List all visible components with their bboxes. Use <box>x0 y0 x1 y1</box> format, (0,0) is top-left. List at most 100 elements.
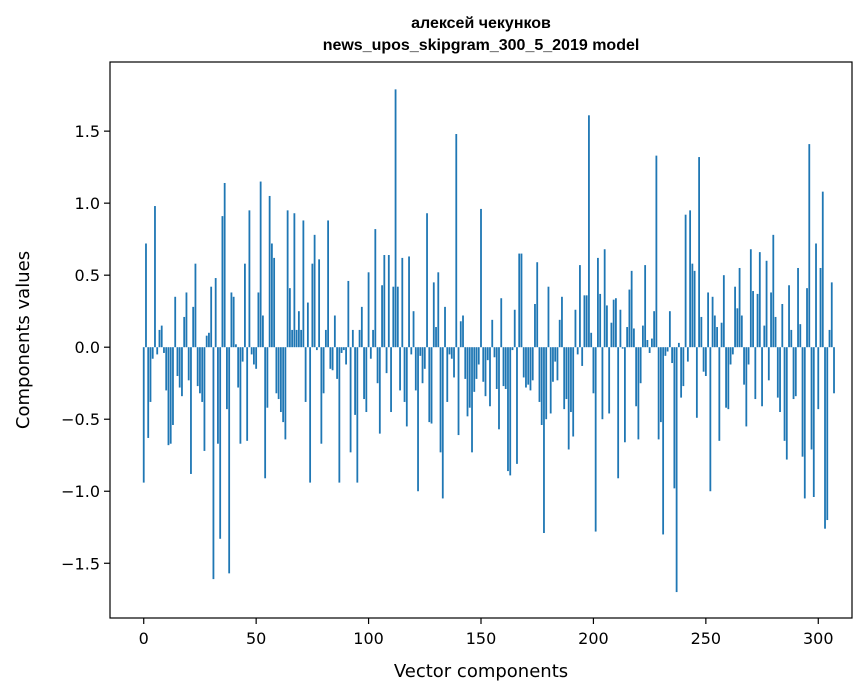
bar <box>801 347 804 457</box>
bar <box>761 347 763 407</box>
bar <box>545 347 548 420</box>
bar <box>572 347 575 437</box>
bar <box>552 347 554 382</box>
bar <box>239 347 242 444</box>
bar <box>736 308 739 348</box>
bar <box>417 347 419 492</box>
bar <box>495 347 498 389</box>
bar <box>659 347 662 423</box>
bar <box>561 296 563 348</box>
bar <box>648 347 651 353</box>
bar <box>585 295 588 348</box>
bar <box>387 255 390 348</box>
bar <box>306 302 309 348</box>
bar <box>318 259 321 348</box>
bar <box>244 263 246 348</box>
bar <box>509 347 512 476</box>
bar <box>718 347 721 441</box>
bar <box>320 347 323 444</box>
bar <box>477 347 480 365</box>
bar <box>491 319 494 348</box>
bar <box>423 347 426 369</box>
bar <box>302 220 305 348</box>
bar <box>284 347 287 440</box>
bar <box>324 329 327 348</box>
bar <box>720 322 723 348</box>
bar <box>356 347 359 483</box>
bar <box>518 253 521 348</box>
bar <box>333 315 336 348</box>
bar <box>376 347 379 384</box>
bar <box>534 303 536 348</box>
bar <box>606 305 608 348</box>
bar <box>295 329 298 348</box>
bar <box>810 347 813 450</box>
bar <box>205 335 208 348</box>
bar <box>214 278 217 348</box>
bar <box>581 347 584 366</box>
bar <box>806 288 808 348</box>
bar <box>558 319 561 348</box>
y-tick-label: 1.5 <box>75 122 100 141</box>
bar <box>830 282 833 348</box>
bar <box>498 347 500 430</box>
bar <box>504 347 507 389</box>
bar <box>731 347 734 355</box>
bar <box>792 347 795 400</box>
bar <box>277 347 280 400</box>
bar <box>468 347 471 408</box>
bar <box>500 298 503 348</box>
plot-area-frame <box>109 61 853 619</box>
bar <box>516 347 518 464</box>
bar <box>704 347 707 377</box>
bar <box>437 272 440 348</box>
bar <box>383 255 386 348</box>
bar <box>812 347 815 497</box>
bar <box>594 347 597 532</box>
bar <box>282 347 285 423</box>
bar <box>288 288 291 348</box>
bar <box>419 347 422 356</box>
bar <box>426 213 428 348</box>
bar <box>313 234 316 348</box>
bar <box>682 347 685 387</box>
bar <box>480 208 482 348</box>
chart-title-line-1: алексей чекунков <box>411 15 551 32</box>
bar <box>567 347 570 450</box>
y-tick-label: −1.0 <box>61 482 100 501</box>
bar <box>187 347 190 381</box>
bar <box>799 324 802 348</box>
bar <box>527 347 530 385</box>
bar <box>615 298 617 348</box>
bar <box>570 347 572 413</box>
bar <box>734 286 736 348</box>
bar <box>612 299 615 348</box>
bar <box>675 347 678 593</box>
y-tick-label: 1.0 <box>75 194 100 213</box>
x-tick-label: 250 <box>691 629 722 648</box>
bar <box>255 347 258 369</box>
bar <box>619 309 622 348</box>
bar <box>628 289 631 348</box>
bar <box>599 293 602 348</box>
bar <box>781 303 784 348</box>
bar <box>223 182 226 348</box>
bar <box>767 347 770 381</box>
bar <box>253 347 255 365</box>
bar <box>309 347 312 483</box>
bar <box>738 267 741 348</box>
bar <box>262 315 264 348</box>
bar <box>270 243 273 348</box>
bar <box>644 265 647 348</box>
bar <box>639 347 642 384</box>
bar <box>432 282 435 348</box>
bar <box>484 347 487 397</box>
bar <box>828 329 831 348</box>
bar <box>522 347 525 378</box>
bar <box>264 347 267 479</box>
bar <box>538 347 541 402</box>
bar <box>342 347 345 351</box>
bar <box>671 347 674 364</box>
bar <box>543 347 545 534</box>
bar <box>680 347 683 398</box>
